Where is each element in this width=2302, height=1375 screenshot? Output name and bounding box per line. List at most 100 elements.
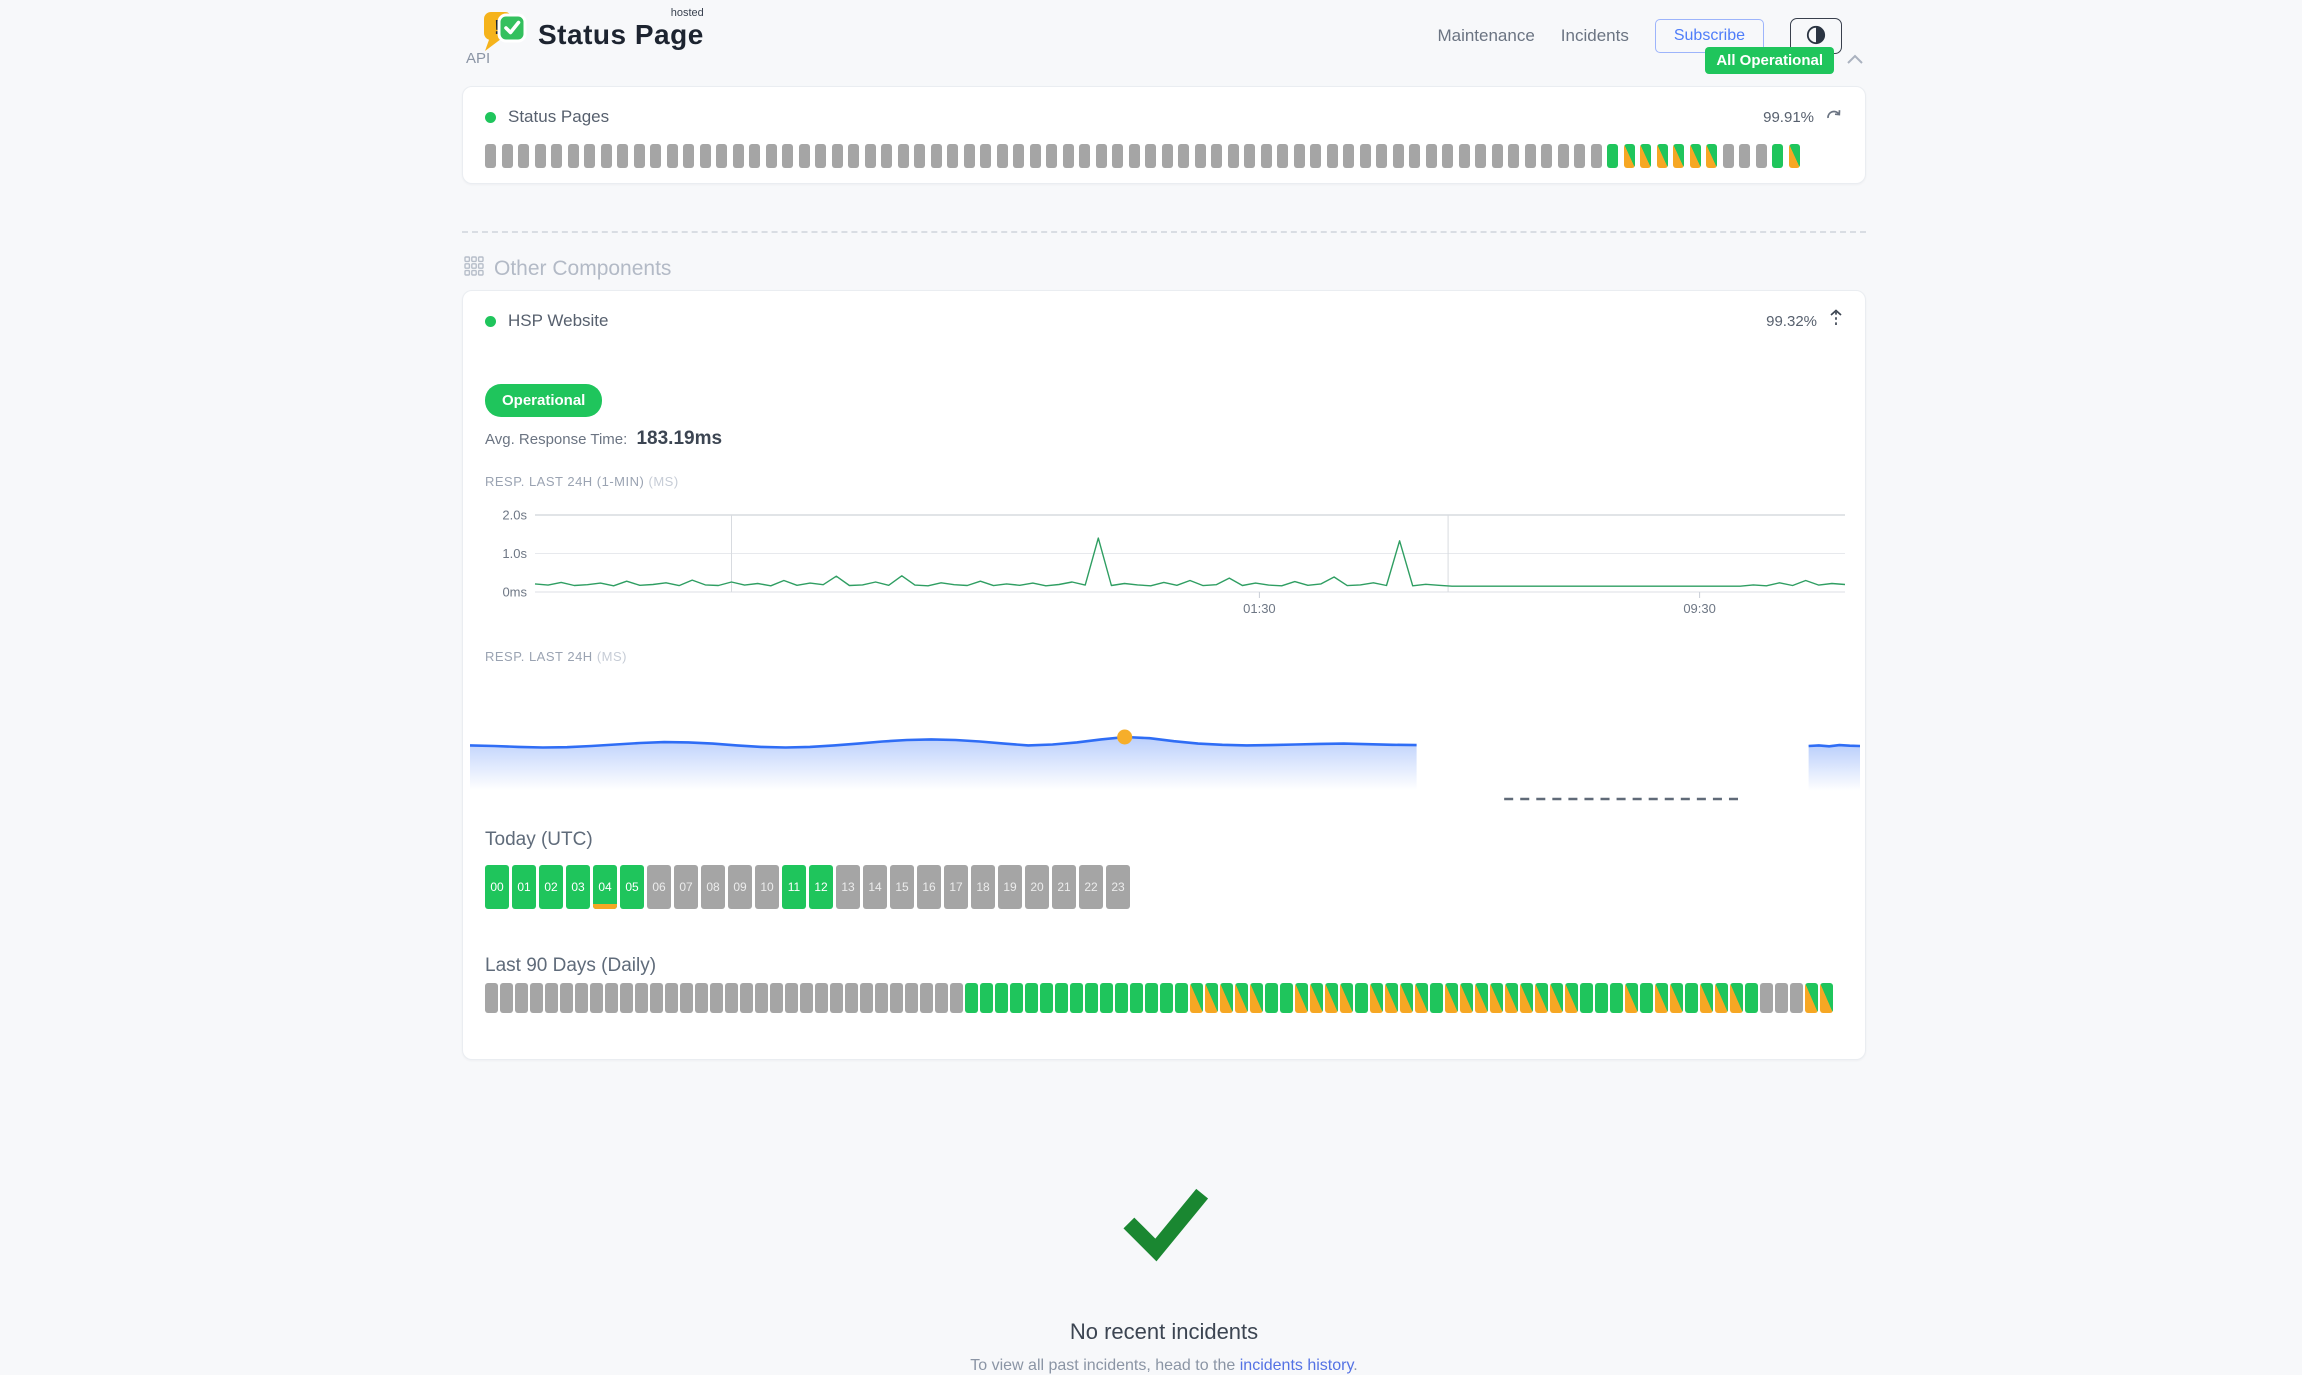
uptime-bar[interactable] [1655, 983, 1668, 1013]
uptime-bar[interactable] [617, 144, 628, 168]
uptime-bar[interactable] [1640, 144, 1651, 168]
hour-block[interactable]: 15 [890, 865, 914, 909]
uptime-bar[interactable] [995, 983, 1008, 1013]
uptime-bar[interactable] [1010, 983, 1023, 1013]
brand[interactable]: ! hosted Status Page [482, 6, 704, 61]
uptime-bar[interactable] [545, 983, 558, 1013]
uptime-bar[interactable] [845, 983, 858, 1013]
uptime-bar[interactable] [485, 144, 496, 168]
component-name[interactable]: HSP Website [508, 311, 609, 330]
uptime-bar[interactable] [1130, 983, 1143, 1013]
uptime-bar[interactable] [1442, 144, 1453, 168]
uptime-bar[interactable] [1211, 144, 1222, 168]
nav-maintenance[interactable]: Maintenance [1437, 26, 1535, 45]
uptime-bar[interactable] [1040, 983, 1053, 1013]
uptime-bar[interactable] [830, 983, 843, 1013]
uptime-bar[interactable] [485, 983, 498, 1013]
uptime-bar[interactable] [1115, 983, 1128, 1013]
uptime-bar[interactable] [980, 144, 991, 168]
uptime-bar[interactable] [881, 144, 892, 168]
uptime-bar[interactable] [1145, 983, 1158, 1013]
hour-block[interactable]: 10 [755, 865, 779, 909]
uptime-bar[interactable] [1340, 983, 1353, 1013]
uptime-bar[interactable] [755, 983, 768, 1013]
hour-block[interactable]: 17 [944, 865, 968, 909]
uptime-bar[interactable] [1293, 144, 1305, 168]
uptime-bar[interactable] [897, 144, 909, 168]
uptime-bar[interactable] [1557, 144, 1569, 168]
uptime-bar[interactable] [575, 983, 588, 1013]
uptime-bar[interactable] [1805, 983, 1818, 1013]
component-name[interactable]: Status Pages [508, 107, 610, 126]
uptime-bar[interactable] [914, 144, 925, 168]
uptime-bar[interactable] [501, 144, 513, 168]
uptime-bar[interactable] [635, 983, 648, 1013]
uptime-bar[interactable] [1673, 144, 1684, 168]
uptime-bar[interactable] [980, 983, 993, 1013]
hour-block[interactable]: 21 [1052, 865, 1076, 909]
uptime-bar[interactable] [1425, 144, 1437, 168]
uptime-bar[interactable] [848, 144, 859, 168]
uptime-bar[interactable] [620, 983, 633, 1013]
hour-block[interactable]: 08 [701, 865, 725, 909]
uptime-bar[interactable] [1574, 144, 1585, 168]
uptime-bar[interactable] [1205, 983, 1218, 1013]
uptime-bar[interactable] [1095, 144, 1107, 168]
uptime-bar[interactable] [1730, 983, 1743, 1013]
uptime-bar[interactable] [530, 983, 543, 1013]
uptime-bar[interactable] [1220, 983, 1233, 1013]
hour-block[interactable]: 14 [863, 865, 887, 909]
uptime-bar[interactable] [1610, 983, 1623, 1013]
uptime-bar[interactable] [1565, 983, 1578, 1013]
uptime-bar[interactable] [920, 983, 933, 1013]
uptime-bar[interactable] [1343, 144, 1354, 168]
uptime-bar[interactable] [534, 144, 546, 168]
hour-block[interactable]: 04 [593, 865, 617, 909]
uptime-bar[interactable] [1310, 144, 1321, 168]
uptime-bar[interactable] [1265, 983, 1278, 1013]
incidents-history-link[interactable]: incidents history [1239, 1357, 1354, 1374]
uptime-bar[interactable] [1541, 144, 1552, 168]
uptime-bar[interactable] [1689, 144, 1701, 168]
uptime-bar[interactable] [1524, 144, 1536, 168]
uptime-bar[interactable] [500, 983, 513, 1013]
uptime-bar[interactable] [782, 144, 793, 168]
uptime-bar[interactable] [1085, 983, 1098, 1013]
uptime-bar[interactable] [740, 983, 753, 1013]
uptime-bar[interactable] [1508, 144, 1519, 168]
uptime-bar[interactable] [1310, 983, 1323, 1013]
uptime-bar[interactable] [800, 983, 813, 1013]
uptime-bar[interactable] [1722, 144, 1734, 168]
uptime-bar[interactable] [1376, 144, 1387, 168]
uptime-bar[interactable] [1788, 144, 1800, 168]
uptime-bar[interactable] [680, 983, 693, 1013]
uptime-bar[interactable] [1190, 983, 1203, 1013]
uptime-bar[interactable] [1739, 144, 1750, 168]
uptime-bar[interactable] [1227, 144, 1239, 168]
uptime-bar[interactable] [1055, 983, 1068, 1013]
hour-block[interactable]: 11 [782, 865, 806, 909]
uptime-bar[interactable] [551, 144, 562, 168]
uptime-bar[interactable] [1070, 983, 1083, 1013]
uptime-bar[interactable] [785, 983, 798, 1013]
hour-block[interactable]: 01 [512, 865, 536, 909]
uptime-bar[interactable] [950, 983, 963, 1013]
uptime-bar[interactable] [1590, 144, 1602, 168]
uptime-bar[interactable] [650, 144, 661, 168]
hour-block[interactable]: 05 [620, 865, 644, 909]
uptime-bar[interactable] [798, 144, 810, 168]
hour-block[interactable]: 00 [485, 865, 509, 909]
hour-block[interactable]: 12 [809, 865, 833, 909]
uptime-bar[interactable] [1013, 144, 1024, 168]
uptime-bar[interactable] [831, 144, 843, 168]
uptime-bar[interactable] [1460, 983, 1473, 1013]
uptime-bar[interactable] [1400, 983, 1413, 1013]
uptime-bar[interactable] [1490, 983, 1503, 1013]
uptime-bar[interactable] [1670, 983, 1683, 1013]
uptime-bar[interactable] [1178, 144, 1189, 168]
uptime-bar[interactable] [765, 144, 777, 168]
uptime-bar[interactable] [1820, 983, 1833, 1013]
uptime-bar[interactable] [633, 144, 645, 168]
uptime-bar[interactable] [1277, 144, 1288, 168]
uptime-bar[interactable] [732, 144, 744, 168]
